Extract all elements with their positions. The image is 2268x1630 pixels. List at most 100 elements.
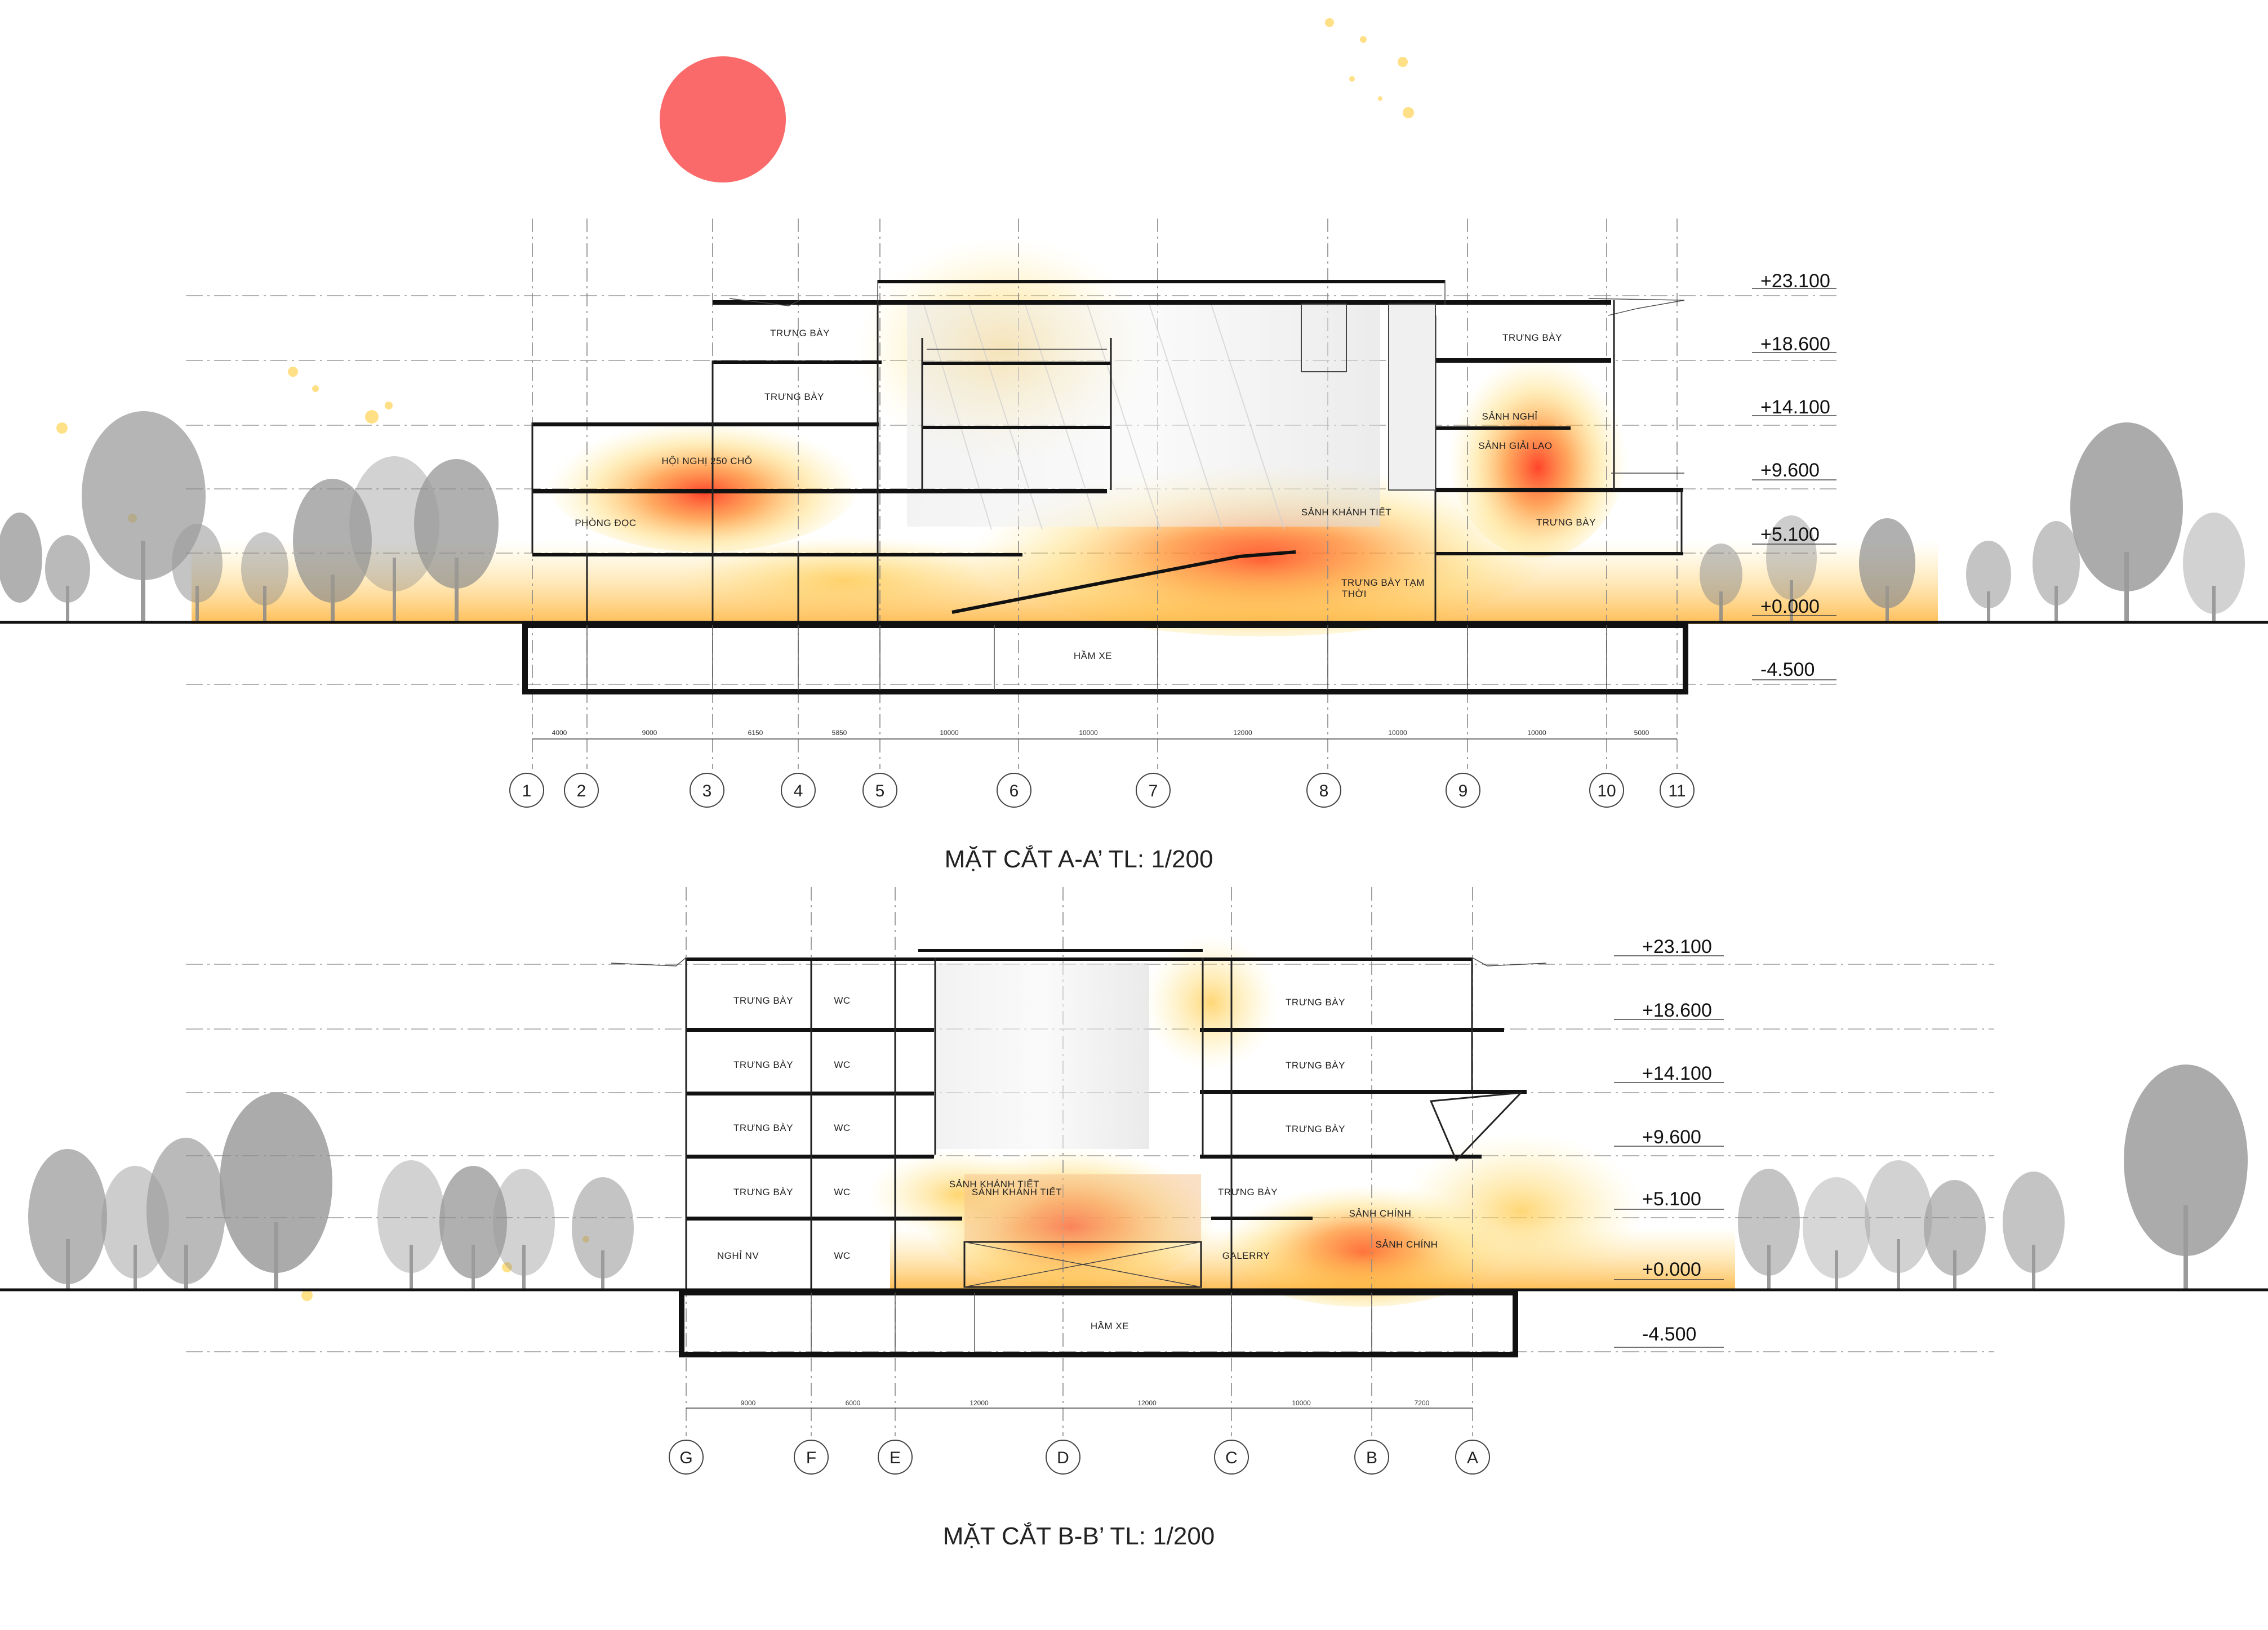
room-label-sanh-giai-lao: SẢNH GIẢI LAO [1478,440,1552,451]
dimension-value: 10000 [1388,729,1407,737]
level-marker: +9.600 [1760,460,1820,481]
section-a-room-labels: TRƯNG BÀY TRƯNG BÀY TRƯNG BÀY SẢNH NGHỈ … [575,328,1596,661]
sun-decoration [660,56,786,182]
level-marker: -4.500 [1760,659,1815,680]
level-marker: +14.100 [1642,1063,1712,1084]
section-a-trees [0,411,2245,622]
section-b-grid-bubbles: G F E D C B A [669,1440,1490,1475]
room-label-wc: WC [834,1059,850,1070]
dimension-value: 5000 [1634,729,1649,737]
room-label-trung-bay: TRƯNG BÀY [1286,997,1345,1008]
room-label-sanh-nghi: SẢNH NGHỈ [1482,411,1538,422]
grid-label: 1 [522,782,532,800]
section-b-title: MẶT CẮT B-B’ TL: 1/200 [943,1522,1215,1550]
grid-label: F [806,1449,816,1467]
room-label-wc: WC [834,1187,850,1197]
sparkles-decoration [56,18,1414,1301]
grid-bubble: 2 [564,773,599,808]
dimension-value: 6000 [846,1399,861,1407]
level-marker: +9.600 [1642,1126,1701,1148]
grid-label: 6 [1010,782,1019,800]
room-label-trung-bay: TRƯNG BÀY [1502,332,1562,343]
room-label-sanh-khanh-tiet: SẢNH KHÁNH TIẾT [1301,507,1391,518]
room-label-trung-bay: TRƯNG BÀY [1286,1124,1345,1134]
grid-bubble: F [794,1440,829,1475]
grid-label: 7 [1149,782,1158,800]
grid-label: A [1467,1449,1478,1467]
level-marker: -4.500 [1642,1324,1696,1345]
section-a-dimension-line: 4000 9000 6150 5850 10000 10000 12000 10… [532,729,1677,740]
grid-bubble: 4 [781,773,816,808]
room-label-sanh-chinh: SẢNH CHÍNH [1349,1208,1412,1219]
grid-label: 2 [577,782,586,800]
room-label-ham-xe: HẦM XE [1074,651,1112,661]
level-marker: +18.600 [1760,333,1830,355]
grid-bubble: 5 [862,773,897,808]
grid-bubble: 10 [1589,773,1624,808]
section-a-structure [522,280,1688,694]
section-b-structure [611,949,1547,1357]
section-b-level-markers: +23.100 +18.600 +14.100 +9.600 +5.100 +0… [1614,936,1724,1348]
grid-label: 9 [1458,782,1468,800]
room-label-wc: WC [834,1250,850,1261]
room-label-trung-bay: TRƯNG BÀY [770,328,830,339]
room-label-trung-bay: TRƯNG BÀY [733,1123,793,1133]
section-b-trees [28,1065,2248,1290]
grid-bubble: 1 [509,773,544,808]
grid-bubble: 6 [997,773,1031,808]
grid-bubble: 3 [690,773,724,808]
room-label-trung-bay: TRƯNG BÀY [1536,517,1596,528]
section-b-atrium [935,963,1149,1149]
dimension-value: 4000 [552,729,567,737]
room-label-phong-doc: PHÒNG ĐỌC [575,518,636,528]
grid-bubble: 9 [1446,773,1480,808]
grid-bubble: B [1354,1440,1389,1475]
dimension-value: 9000 [642,729,657,737]
grid-label: D [1057,1449,1069,1467]
grid-label: 5 [875,782,885,800]
room-label-ham-xe: HẦM XE [1091,1321,1129,1331]
level-marker: +14.100 [1760,397,1830,418]
section-b-room-labels: TRƯNG BÀY WC TRƯNG BÀY WC TRƯNG BÀY WC T… [717,995,1438,1331]
grid-label: 10 [1597,782,1616,800]
grid-label: B [1366,1449,1377,1467]
section-a-grid-bubbles: 1 2 3 4 5 6 7 8 9 10 11 [509,773,1695,808]
dimension-value: 10000 [1292,1399,1311,1407]
dimension-value: 6150 [748,729,763,737]
grid-label: E [890,1449,901,1467]
section-a-level-markers: +23.100 +18.600 +14.100 +9.600 +5.100 +0… [1752,270,1836,680]
grid-bubble: 11 [1660,773,1695,808]
grid-label: G [679,1449,692,1467]
room-label-trung-bay: TRƯNG BÀY [1286,1060,1345,1071]
dimension-value: 12000 [1233,729,1252,737]
room-label-sanh-khanh-tiet: SẢNH KHÁNH TIẾT [972,1187,1062,1197]
room-label-trung-bay: TRƯNG BÀY [764,391,824,402]
section-b-dimension-line: 9000 6000 12000 12000 10000 7200 [686,1399,1473,1409]
grid-bubble: A [1455,1440,1490,1475]
level-marker: +0.000 [1760,596,1820,617]
room-label-trung-bay-tam-thoi: THỜI [1342,589,1367,599]
room-label-trung-bay-tam-thoi: TRƯNG BÀY TẠM [1341,577,1425,588]
grid-bubble: 8 [1306,773,1341,808]
level-marker: +5.100 [1642,1188,1701,1210]
room-label-trung-bay: TRƯNG BÀY [733,995,793,1006]
room-label-hoi-nghi: HỘI NGHỊ 250 CHỖ [661,456,752,466]
room-label-nghi-nv: NGHỈ NV [717,1250,759,1261]
grid-label: C [1225,1449,1238,1467]
grid-label: 11 [1668,782,1686,800]
dimension-value: 5850 [832,729,847,737]
grid-label: 4 [794,782,803,800]
section-a-title: MẶT CẮT A-A’ TL: 1/200 [945,845,1213,873]
room-label-sanh-chinh: SẢNH CHÍNH [1376,1239,1438,1250]
dimension-value: 7200 [1415,1399,1430,1407]
dimension-value: 12000 [1137,1399,1157,1407]
dimension-value: 9000 [741,1399,756,1407]
dimension-value: 10000 [1527,729,1546,737]
grid-label: 8 [1319,782,1329,800]
grid-bubble: G [669,1440,704,1475]
room-label-trung-bay: TRƯNG BÀY [1218,1187,1278,1197]
grid-bubble: 7 [1136,773,1171,808]
room-label-wc: WC [834,1123,850,1133]
level-marker: +0.000 [1642,1259,1701,1280]
